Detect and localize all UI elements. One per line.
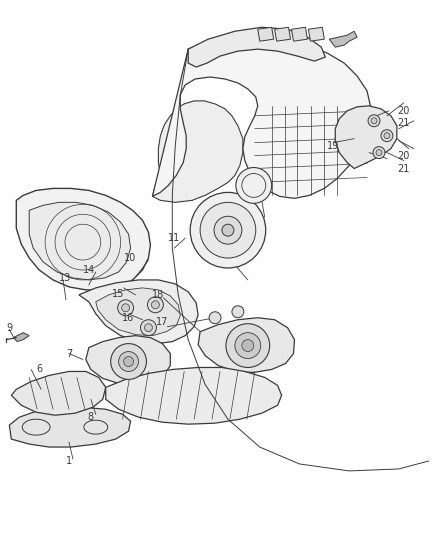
Text: 18: 18 (152, 290, 165, 300)
Polygon shape (188, 27, 325, 67)
Polygon shape (152, 37, 371, 198)
Circle shape (209, 312, 221, 324)
Polygon shape (308, 27, 324, 41)
Circle shape (376, 150, 382, 156)
Circle shape (373, 147, 385, 158)
Polygon shape (13, 333, 29, 342)
Polygon shape (86, 336, 170, 384)
Circle shape (235, 333, 261, 359)
Polygon shape (258, 27, 274, 41)
Circle shape (242, 340, 254, 352)
Text: 20: 20 (398, 106, 410, 116)
Circle shape (122, 304, 130, 312)
Circle shape (381, 130, 393, 142)
Text: 9: 9 (6, 322, 12, 333)
Circle shape (222, 224, 234, 236)
Polygon shape (335, 106, 397, 168)
Text: 21: 21 (398, 118, 410, 128)
Polygon shape (106, 367, 282, 424)
Text: 8: 8 (88, 412, 94, 422)
Circle shape (384, 133, 390, 139)
Text: 11: 11 (168, 233, 180, 243)
Circle shape (371, 118, 377, 124)
Circle shape (152, 301, 159, 309)
Text: 10: 10 (124, 253, 137, 263)
Circle shape (119, 352, 138, 372)
Text: 17: 17 (156, 317, 169, 327)
Polygon shape (16, 188, 150, 290)
Text: 7: 7 (66, 349, 72, 359)
Text: 19: 19 (327, 141, 339, 151)
Text: 16: 16 (123, 313, 135, 323)
Polygon shape (11, 372, 106, 415)
Text: 15: 15 (113, 289, 125, 299)
Text: 20: 20 (398, 151, 410, 160)
Text: 14: 14 (83, 265, 95, 275)
Polygon shape (198, 318, 294, 373)
Circle shape (368, 115, 380, 127)
Circle shape (141, 320, 156, 336)
Circle shape (236, 167, 272, 203)
Polygon shape (329, 31, 357, 47)
Polygon shape (79, 280, 198, 344)
Circle shape (118, 300, 134, 316)
Polygon shape (152, 101, 243, 203)
Polygon shape (292, 27, 307, 41)
Circle shape (111, 344, 146, 379)
Circle shape (148, 297, 163, 313)
Polygon shape (275, 27, 290, 41)
Circle shape (214, 216, 242, 244)
Polygon shape (29, 203, 131, 280)
Circle shape (226, 324, 270, 367)
Polygon shape (9, 407, 131, 447)
Circle shape (145, 324, 152, 332)
Circle shape (232, 306, 244, 318)
Polygon shape (96, 288, 180, 336)
Text: 1: 1 (66, 456, 72, 466)
Text: 13: 13 (59, 273, 71, 283)
Circle shape (124, 357, 134, 367)
Text: 6: 6 (36, 365, 42, 375)
Circle shape (190, 192, 266, 268)
Text: 21: 21 (398, 164, 410, 174)
Circle shape (200, 203, 256, 258)
